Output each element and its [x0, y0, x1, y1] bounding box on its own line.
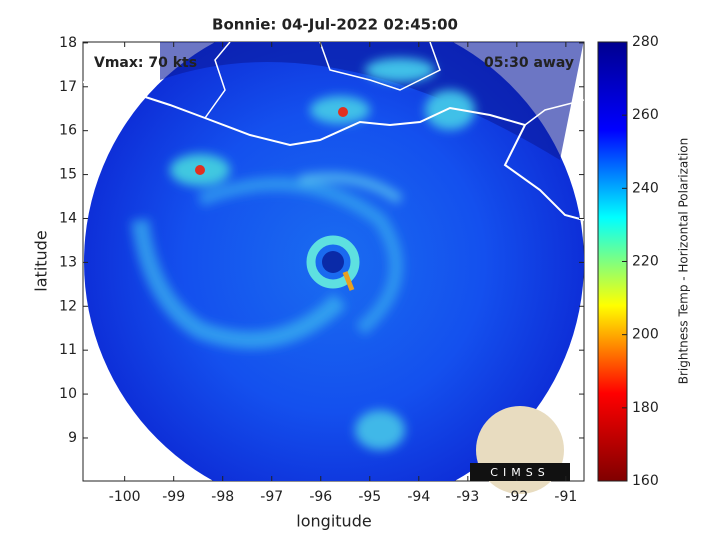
annotation: Vmax: 70 kts: [94, 55, 197, 71]
colorbar-tick-label: 280: [632, 34, 659, 50]
y-tick-label: 18: [59, 35, 77, 51]
logo: CIMSS: [470, 406, 570, 494]
annotation: 05:30 away: [484, 55, 574, 71]
colorbar-tick-label: 200: [632, 327, 659, 343]
x-axis-label: longitude: [296, 512, 371, 531]
x-tick-label: -98: [211, 489, 234, 505]
x-tick-label: -92: [505, 489, 528, 505]
y-tick-label: 10: [59, 386, 77, 402]
logo-text: CIMSS: [490, 466, 549, 479]
x-tick-label: -94: [407, 489, 430, 505]
y-tick-label: 9: [68, 430, 77, 446]
x-tick-label: -96: [309, 489, 332, 505]
colorbar-tick-label: 160: [632, 473, 659, 489]
convection: [342, 271, 355, 291]
chart-title: Bonnie: 04-Jul-2022 02:45:00: [212, 16, 458, 34]
swath: [83, 42, 584, 481]
y-tick-label: 15: [59, 167, 77, 183]
y-tick-label: 12: [59, 298, 77, 314]
border: [204, 42, 584, 126]
y-axis-label: latitude: [32, 230, 51, 291]
x-tick-label: -93: [456, 489, 479, 505]
x-tick-label: -91: [554, 489, 577, 505]
colorbar-tick-label: 260: [632, 107, 659, 123]
convection: [195, 165, 205, 175]
y-tick-label: 11: [59, 342, 77, 358]
y-tick-label: 14: [59, 210, 77, 226]
y-tick-label: 17: [59, 79, 77, 95]
colorbar-tick-label: 180: [632, 400, 659, 416]
x-tick-label: -95: [358, 489, 381, 505]
y-tick-label: 16: [59, 123, 77, 139]
colorbar-label: Brightness Temp - Horizontal Polarizatio…: [677, 138, 691, 385]
colorbar-tick-label: 220: [632, 254, 659, 270]
x-tick-label: -100: [109, 489, 141, 505]
coastline: [83, 81, 584, 221]
x-tick-label: -99: [162, 489, 185, 505]
eyewall: [306, 235, 360, 289]
upper-region: [160, 42, 584, 160]
convection: [338, 107, 348, 117]
x-tick-label: -97: [260, 489, 283, 505]
y-tick-label: 13: [59, 254, 77, 270]
colorbar-tick-label: 240: [632, 180, 659, 196]
eye: [322, 251, 344, 273]
